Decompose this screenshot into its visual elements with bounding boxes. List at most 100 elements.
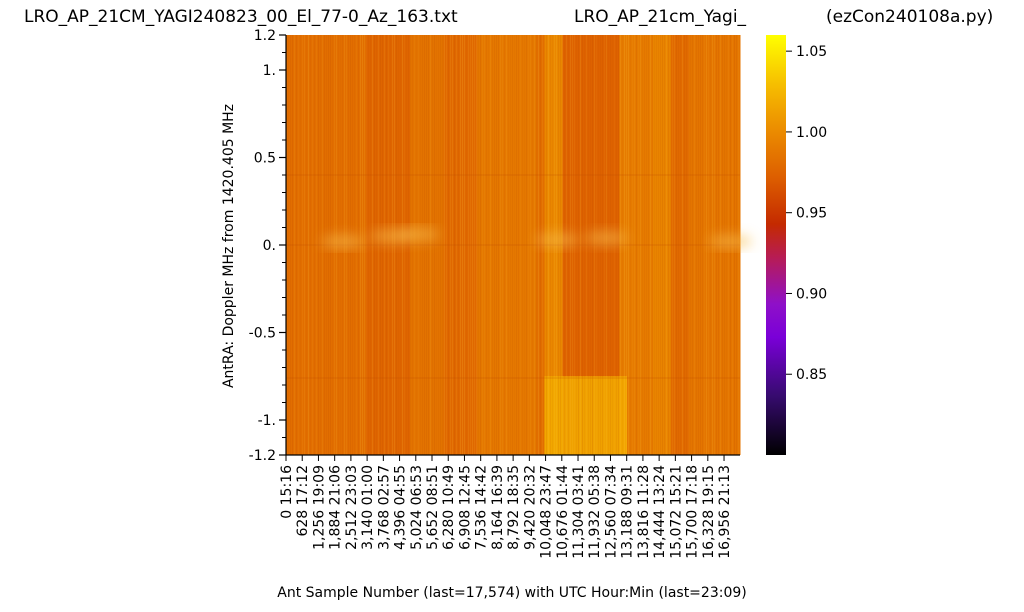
heatmap-stripe	[504, 35, 505, 455]
heatmap-stripe	[656, 35, 657, 455]
heatmap-stripe	[670, 35, 671, 455]
heatmap-stripe	[366, 35, 367, 455]
heatmap-stripe	[294, 35, 295, 455]
heatmap-stripe	[618, 35, 619, 455]
heatmap-stripe	[646, 35, 647, 455]
heatmap-stripe	[616, 35, 617, 455]
x-tick-label: 3,768 02:57	[376, 465, 392, 550]
colorbar-tick-label: 1.00	[796, 125, 827, 141]
heatmap-stripe	[442, 35, 443, 455]
heatmap-stripe	[380, 35, 381, 455]
heatmap-stripe	[298, 35, 299, 455]
heatmap-stripe	[390, 35, 391, 455]
heatmap-stripe	[436, 35, 437, 455]
heatmap-stripe	[528, 35, 529, 455]
heatmap-stripe	[364, 35, 365, 455]
heatmap-plot-area	[285, 35, 753, 456]
heatmap-stripe	[304, 35, 305, 455]
x-axis-label: Ant Sample Number (last=17,574) with UTC…	[277, 585, 746, 601]
heatmap-stripe	[694, 35, 695, 455]
heatmap-stripe	[410, 35, 411, 455]
heatmap-stripe	[378, 35, 379, 455]
heatmap-stripe	[696, 35, 697, 455]
heatmap-stripe	[708, 35, 709, 455]
heatmap-stripe	[320, 35, 321, 455]
heatmap-band	[536, 35, 545, 455]
colorbar-tick-label: 0.95	[796, 206, 827, 222]
heatmap-stripe	[634, 35, 635, 455]
heatmap-stripe	[314, 35, 315, 455]
heatmap-stripe	[574, 35, 575, 455]
heatmap-stripe	[458, 35, 459, 455]
x-tick-label: 1,256 19:09	[311, 465, 327, 550]
x-tick-label: 12,560 07:34	[603, 465, 619, 559]
x-tick-label: 6,280 10:49	[441, 465, 457, 550]
heatmap-stripe	[644, 35, 645, 455]
heatmap-stripe	[470, 35, 471, 455]
heatmap-stripe	[396, 35, 397, 455]
x-tick-label: 5,024 06:53	[409, 465, 425, 550]
y-tick-label: -1.2	[249, 448, 276, 464]
x-tick-label: 1,884 21:06	[328, 465, 344, 550]
heatmap-stripe	[638, 35, 639, 455]
heatmap-stripe	[536, 35, 537, 455]
heatmap-band	[670, 35, 690, 455]
heatmap-stripe	[460, 35, 461, 455]
heatmap-stripe	[608, 35, 609, 455]
heatmap-stripe	[484, 35, 485, 455]
heatmap-stripe	[614, 35, 615, 455]
heatmap-stripe	[508, 35, 509, 455]
heatmap-stripe	[540, 35, 541, 455]
y-tick-label: 0.5	[254, 151, 276, 167]
x-tick-label: 10,048 23:47	[539, 465, 555, 559]
heatmap-stripe	[302, 35, 303, 455]
heatmap-stripe	[604, 35, 605, 455]
heatmap-stripe	[650, 35, 651, 455]
colorbar-tick-label: 0.90	[796, 286, 827, 302]
x-tick-label: 11,304 03:41	[571, 465, 587, 559]
heatmap-stripe	[598, 35, 599, 455]
heatmap-stripe	[292, 35, 293, 455]
heatmap-stripe	[430, 35, 431, 455]
heatmap-stripe	[588, 35, 589, 455]
y-tick-label: -0.5	[249, 326, 276, 342]
heatmap-stripe	[510, 35, 511, 455]
heatmap-band	[410, 35, 445, 455]
heatmap-stripe	[406, 35, 407, 455]
heatmap-stripe	[518, 35, 519, 455]
heatmap-stripe	[514, 35, 515, 455]
heatmap-stripe	[370, 35, 371, 455]
x-tick-label: 6,908 12:45	[457, 465, 473, 550]
heatmap-stripe	[678, 35, 679, 455]
heatmap-stripe	[290, 35, 291, 455]
heatmap-stripe	[472, 35, 473, 455]
x-tick-label: 10,676 01:44	[555, 465, 571, 559]
y-tick-label: -1.	[258, 413, 276, 429]
heatmap-signal-blob	[584, 231, 629, 245]
heatmap-stripe	[700, 35, 701, 455]
heatmap-stripe	[704, 35, 705, 455]
heatmap-stripe	[532, 35, 533, 455]
x-tick-label: 5,652 08:51	[425, 465, 441, 550]
heatmap-stripe	[684, 35, 685, 455]
header-filename: LRO_AP_21CM_YAGI240823_00_El_77-0_Az_163…	[24, 7, 458, 27]
heatmap-stripe	[576, 35, 577, 455]
heatmap-band	[477, 35, 538, 455]
heatmap-stripe	[580, 35, 581, 455]
heatmap-stripe	[388, 35, 389, 455]
y-tick-label: 0.	[263, 238, 276, 254]
header-program: (ezCon240108a.py)	[826, 7, 993, 27]
heatmap-stripe	[676, 35, 677, 455]
heatmap-stripe	[440, 35, 441, 455]
heatmap-signal-blob	[708, 234, 753, 249]
header-station: LRO_AP_21cm_Yagi_	[574, 7, 747, 27]
heatmap-stripe	[506, 35, 507, 455]
heatmap-stripe	[602, 35, 603, 455]
heatmap-stripe	[306, 35, 307, 455]
heatmap-stripe	[692, 35, 693, 455]
heatmap-stripe	[416, 35, 417, 455]
heatmap-signal-blob	[395, 227, 440, 242]
y-tick-label: 1.2	[254, 28, 276, 44]
x-tick-label: 7,536 14:42	[474, 465, 490, 550]
y-axis-label: AntRA: Doppler MHz from 1420.405 MHz	[221, 104, 237, 388]
